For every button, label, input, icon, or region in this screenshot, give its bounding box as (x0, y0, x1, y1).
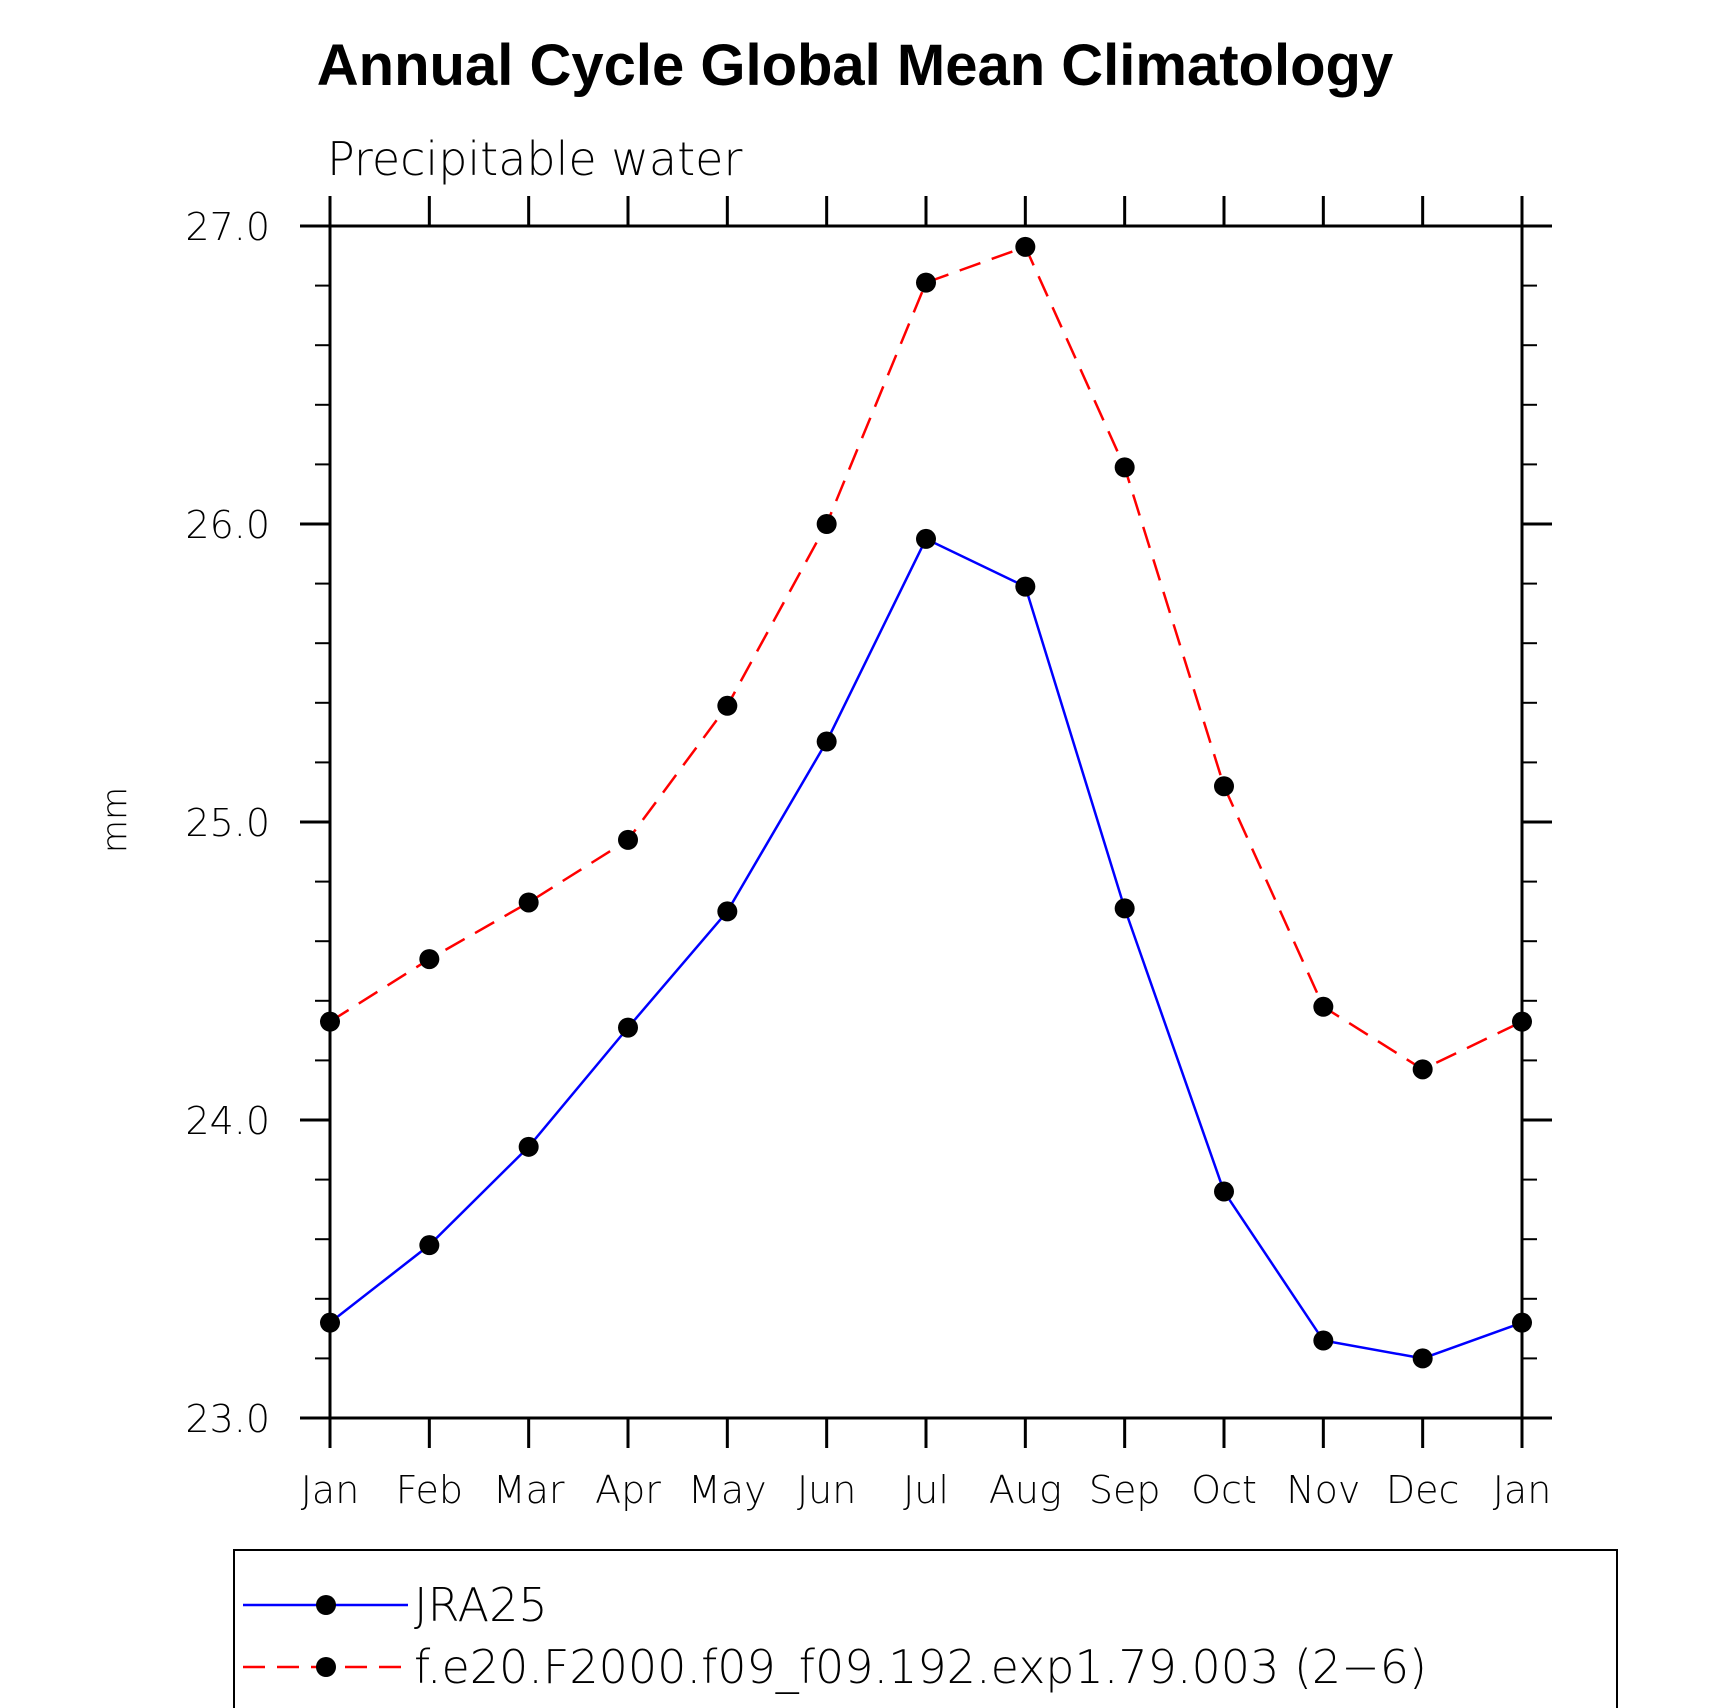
legend-marker (316, 1595, 336, 1615)
plot-frame (328, 224, 1524, 1420)
data-point (419, 949, 440, 970)
data-point (717, 695, 738, 716)
y-tick-label: 23.0 (185, 1397, 270, 1441)
legend-marker (316, 1657, 336, 1677)
x-tick-label: Feb (396, 1468, 463, 1512)
x-tick-label: Mar (493, 1468, 565, 1512)
data-point (1313, 996, 1334, 1017)
x-tick-label: Jan (301, 1468, 360, 1512)
data-point (1412, 1348, 1433, 1369)
data-point (816, 731, 837, 752)
x-tick-label: Sep (1089, 1468, 1161, 1512)
data-point (1015, 236, 1036, 257)
data-point (717, 901, 738, 922)
y-tick-label: 27.0 (185, 205, 270, 249)
legend-box (233, 1549, 1618, 1708)
x-tick-label: Oct (1191, 1468, 1257, 1512)
x-tick-labels: Jan Feb Mar Apr May Jun Jul Aug Sep Oct Nov Dec Jan (301, 1468, 1552, 1512)
x-tick-label: Jan (1493, 1468, 1552, 1512)
x-tick-label: Dec (1386, 1468, 1460, 1512)
y-tick-label: 24.0 (185, 1099, 270, 1143)
data-point (816, 514, 837, 534)
axis-ticks (300, 196, 1552, 1448)
x-tick-label: May (688, 1468, 767, 1512)
data-point (1114, 457, 1135, 478)
data-point (618, 1017, 638, 1038)
data-point (1214, 1181, 1234, 1202)
series-2 (320, 236, 1532, 1080)
series-line (329, 537, 1523, 1360)
y-tick-label: 25.0 (185, 801, 270, 845)
data-point (1412, 1059, 1433, 1080)
data-point (1214, 776, 1234, 797)
legend-label: f.e20.F2000.f09_f09.192.exp1.79.003 (2−6… (414, 1640, 1427, 1694)
data-point (916, 528, 936, 549)
data-point (916, 272, 936, 293)
x-tick-label: Jun (797, 1468, 856, 1512)
y-tick-label: 26.0 (185, 503, 270, 547)
chart-title: Annual Cycle Global Mean Climatology (317, 33, 1393, 98)
x-tick-label: Jul (903, 1468, 949, 1512)
data-point (1114, 898, 1135, 919)
data-point (419, 1235, 440, 1256)
data-point (518, 1136, 539, 1157)
legend: JRA25 f.e20.F2000.f09_f09.192.exp1.79.003… (243, 1578, 1427, 1694)
series-line (329, 245, 1523, 1071)
data-point (618, 829, 638, 850)
x-tick-label: Apr (595, 1468, 661, 1512)
series-layer (320, 236, 1532, 1369)
y-tick-labels: 23.0 24.0 25.0 26.0 27.0 (185, 205, 270, 1441)
data-point (1313, 1330, 1334, 1351)
data-point (1015, 576, 1036, 597)
y-axis-label: mm (95, 787, 135, 853)
x-tick-label: Aug (989, 1468, 1062, 1512)
series-1 (320, 528, 1532, 1369)
chart-subtitle: Precipitable water (327, 132, 742, 186)
data-point (518, 892, 539, 913)
x-tick-label: Nov (1286, 1468, 1360, 1512)
legend-label: JRA25 (414, 1578, 548, 1632)
